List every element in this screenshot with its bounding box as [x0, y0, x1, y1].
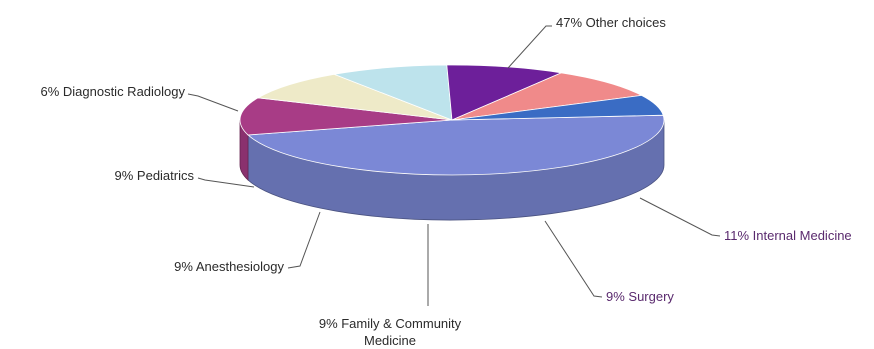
pie-slice-family-community-medicine: [332, 64, 453, 121]
leader-diagnostic-radiology: [187, 93, 239, 112]
leader-surgery: [544, 220, 603, 298]
label-other-choices: 47% Other choices: [556, 15, 666, 30]
pie-slice-internal-medicine: [239, 97, 453, 136]
leader-anesthesiology: [287, 211, 321, 269]
label-internal-medicine: 11% Internal Medicine: [724, 228, 852, 243]
leader-other-choices: [507, 25, 552, 69]
slice-labels: 47% Other choices 6% Diagnostic Radiolog…: [40, 15, 851, 348]
leader-lines: [187, 25, 721, 306]
leader-internal-medicine: [639, 197, 721, 237]
label-pediatrics: 9% Pediatrics: [115, 168, 195, 183]
label-diagnostic-radiology: 6% Diagnostic Radiology: [40, 84, 185, 99]
pie-slice-surgery: [256, 73, 453, 121]
label-family-community-line2: Medicine: [364, 333, 416, 348]
label-family-community: 9% Family & Community: [319, 316, 462, 331]
pie-slice-pediatrics: [451, 72, 643, 121]
label-anesthesiology: 9% Anesthesiology: [174, 259, 284, 274]
label-surgery: 9% Surgery: [606, 289, 674, 304]
pie-slice-diagnostic-radiology: [451, 94, 664, 121]
pie-slice-anesthesiology: [446, 64, 563, 121]
pie-slice-other-choices: [247, 114, 665, 176]
leader-pediatrics: [197, 177, 255, 188]
pie-top: [239, 64, 665, 176]
